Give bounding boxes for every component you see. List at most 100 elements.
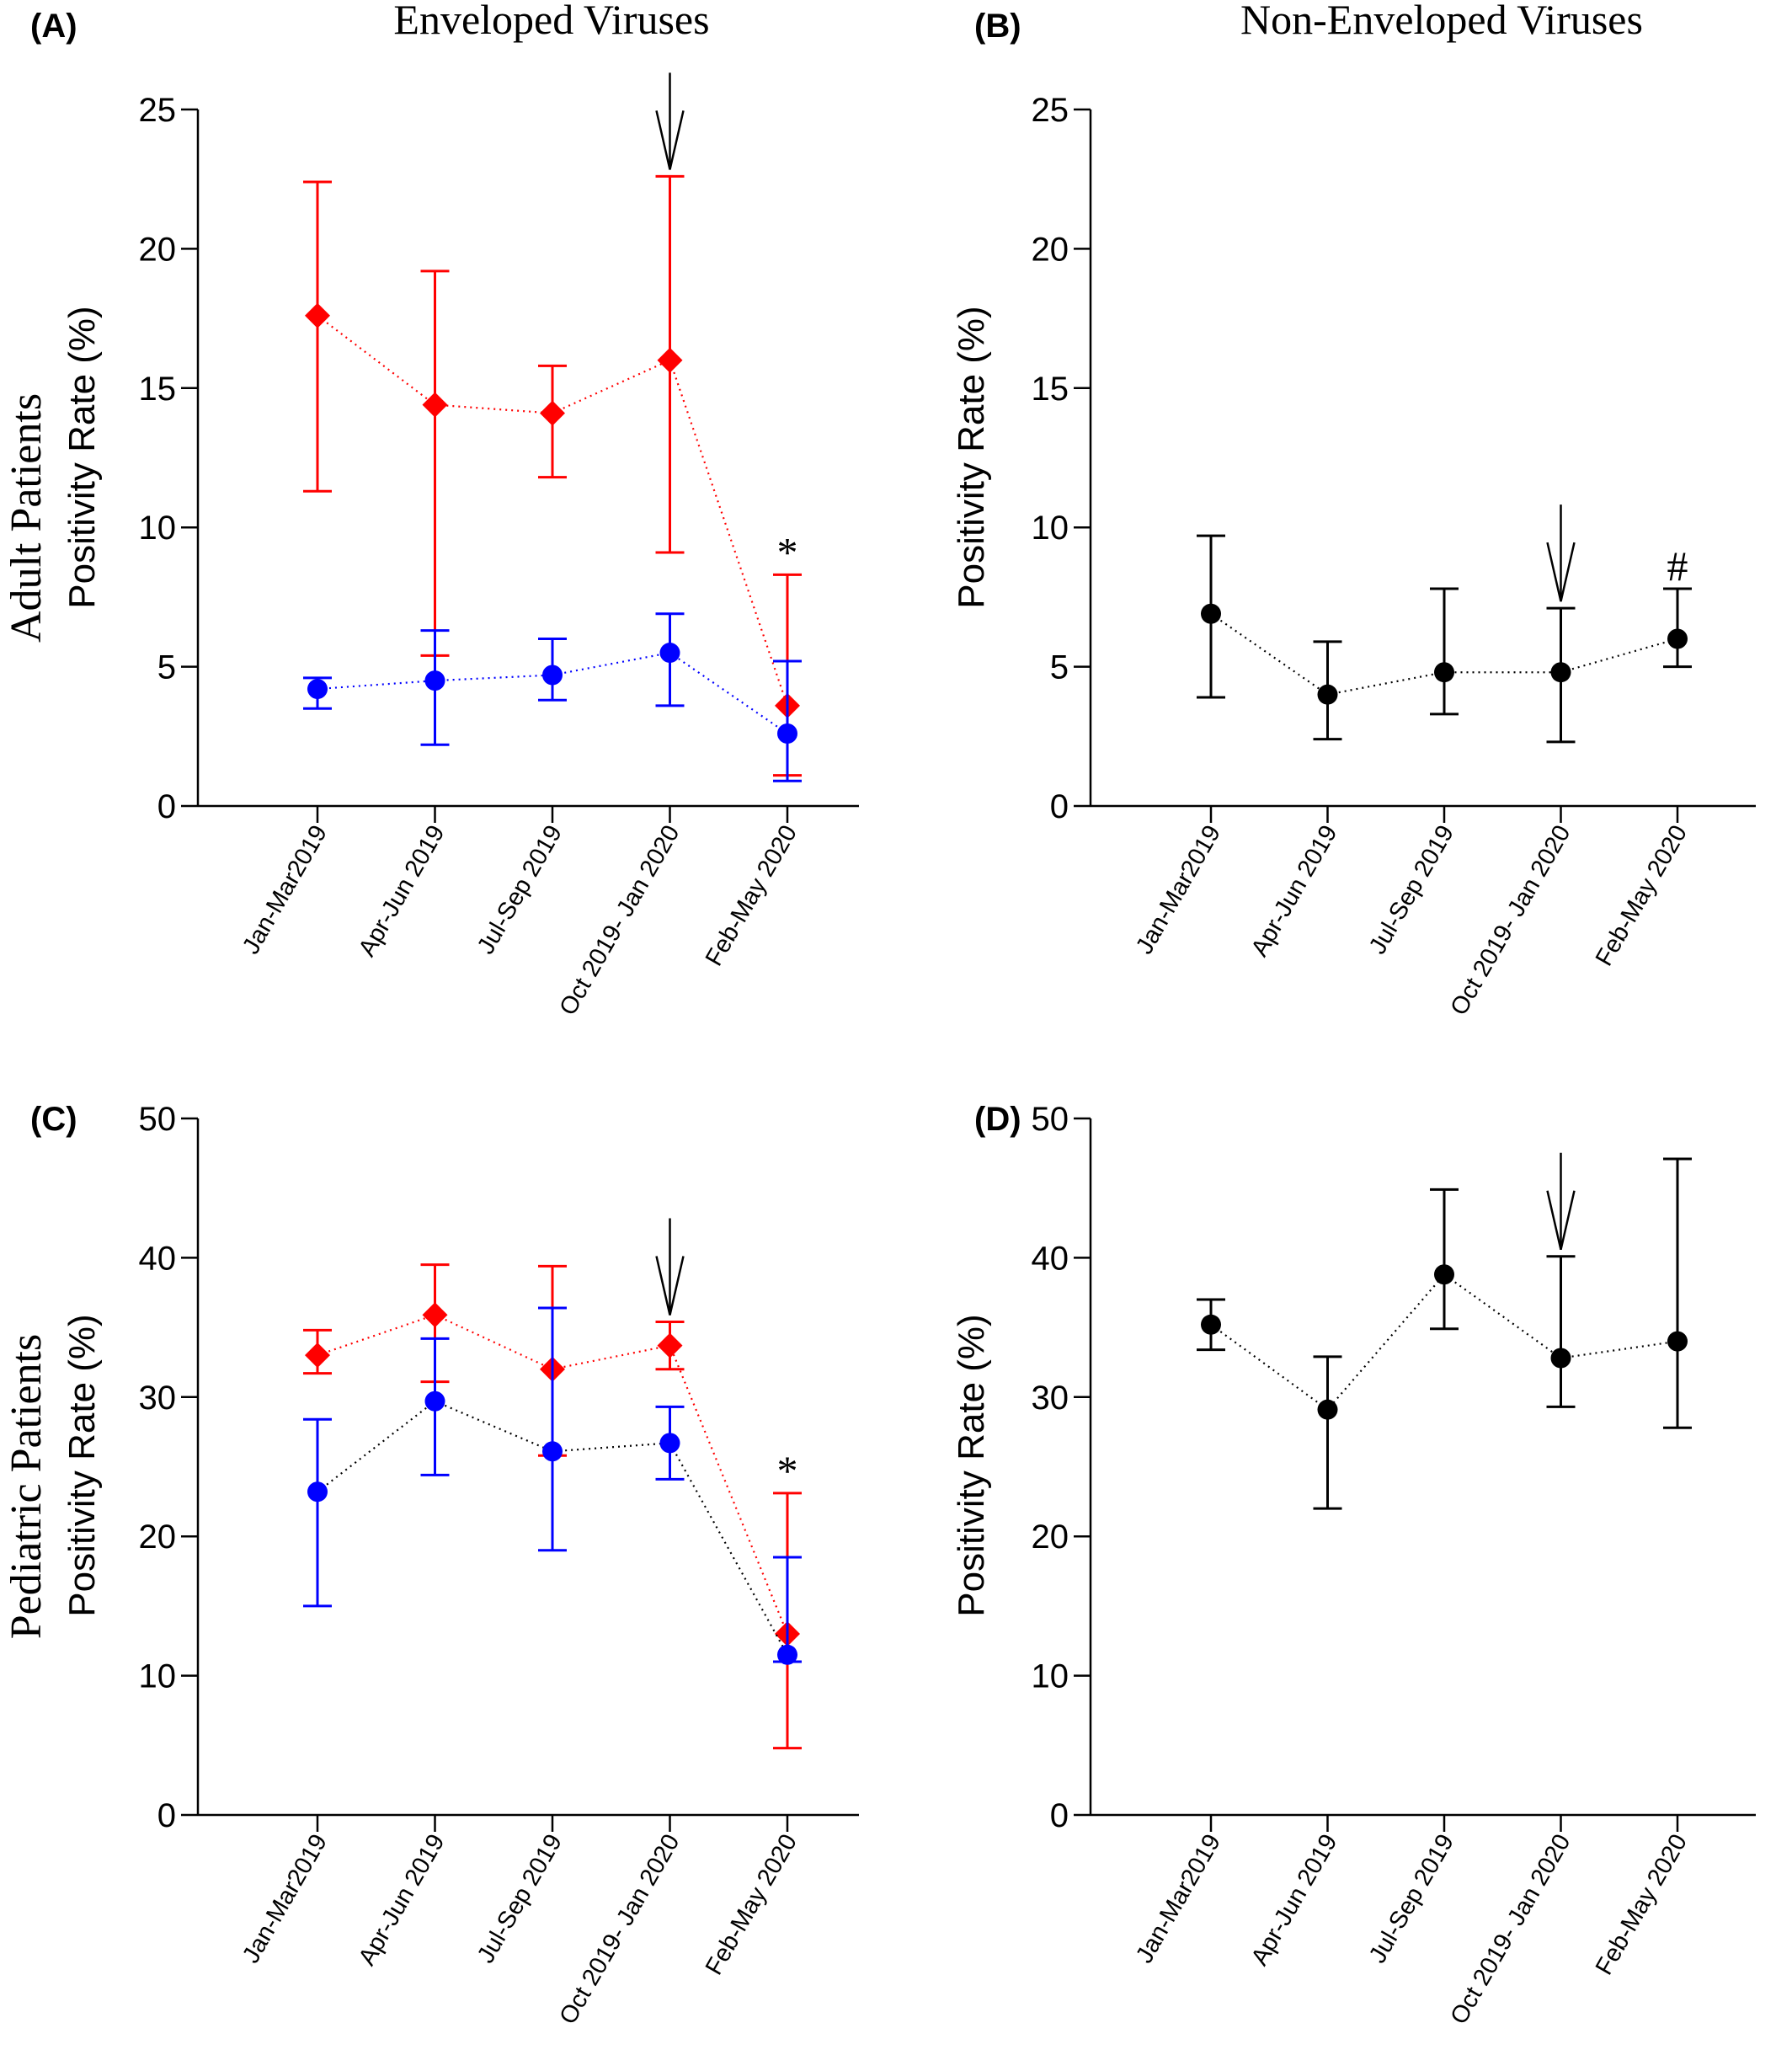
y-tick-label: 0 — [157, 788, 176, 825]
data-point — [659, 643, 680, 664]
data-point — [305, 1342, 330, 1369]
series-0 — [303, 174, 802, 777]
significance-marker: # — [1667, 542, 1688, 590]
y-tick-label: 20 — [1032, 1519, 1069, 1556]
data-point — [305, 302, 330, 328]
data-point — [307, 679, 328, 700]
x-tick-label: Oct 2019- Jan 2020 — [1445, 821, 1576, 1021]
y-tick-label: 0 — [1050, 1797, 1069, 1834]
data-point — [1667, 628, 1688, 649]
series-line — [317, 651, 788, 734]
x-tick-label: Feb-May 2020 — [1591, 1830, 1693, 1980]
data-point — [1550, 662, 1571, 683]
y-tick-label: 50 — [1032, 1101, 1069, 1138]
data-point — [1201, 1314, 1221, 1335]
y-tick-label: 25 — [1032, 92, 1069, 129]
x-tick-label: Oct 2019- Jan 2020 — [554, 1830, 685, 2030]
down-arrow-icon — [655, 1218, 685, 1316]
y-tick-label: 40 — [1032, 1240, 1069, 1277]
y-tick-label: 30 — [1032, 1380, 1069, 1417]
y-tick-label: 10 — [139, 510, 177, 547]
x-tick-label: Apr-Jun 2019 — [1246, 821, 1343, 962]
y-tick-label: 15 — [139, 371, 177, 408]
x-tick-label: Apr-Jun 2019 — [354, 821, 451, 962]
arrow-head — [655, 110, 685, 170]
x-tick-label: Jan-Mar2019 — [237, 1830, 333, 1968]
y-tick-label: 20 — [139, 1519, 177, 1556]
series-1 — [303, 1306, 802, 1665]
x-tick-label: Jan-Mar2019 — [1131, 1830, 1226, 1968]
x-tick-label: Apr-Jun 2019 — [354, 1830, 451, 1971]
panel-label: (B) — [974, 8, 1021, 45]
y-tick-label: 0 — [1050, 788, 1069, 825]
panel-label: (C) — [30, 1101, 77, 1138]
arrow-head — [1546, 1190, 1576, 1251]
y-tick-label: 0 — [157, 1797, 176, 1834]
panel-label: (D) — [974, 1101, 1021, 1138]
x-tick-label: Feb-May 2020 — [1591, 821, 1693, 971]
data-point — [424, 670, 445, 691]
x-tick-label: Jul-Sep 2019 — [472, 821, 568, 959]
panel-a: (A) Positivity Rate (%) 0 5 10 15 20 25 Jan-Mar2… — [30, 8, 859, 1020]
y-tick-label: 5 — [157, 649, 176, 686]
data-point — [1201, 603, 1221, 624]
x-tick-label: Apr-Jun 2019 — [1246, 1830, 1343, 1971]
arrow-head — [1546, 542, 1576, 602]
series-1 — [303, 612, 802, 782]
y-tick-label: 20 — [1032, 231, 1069, 268]
significance-marker: * — [777, 1447, 798, 1494]
data-point — [777, 1644, 797, 1665]
y-tick-label: 10 — [1032, 510, 1069, 547]
data-point — [542, 665, 563, 686]
row-title-pediatric: Pediatric Patients — [3, 1334, 51, 1639]
y-tick-label: 20 — [139, 231, 177, 268]
data-point — [1317, 684, 1338, 705]
series-0 — [1197, 1157, 1692, 1510]
column-title-enveloped: Enveloped Viruses — [393, 0, 709, 43]
y-axis-label: Positivity Rate (%) — [61, 1314, 103, 1616]
x-tick-label: Oct 2019- Jan 2020 — [1445, 1830, 1576, 2030]
data-point — [422, 392, 448, 418]
y-tick-label: 5 — [1050, 649, 1069, 686]
y-tick-label: 40 — [139, 1240, 177, 1277]
y-axis-label: Positivity Rate (%) — [61, 306, 103, 608]
x-tick-label: Jul-Sep 2019 — [1364, 1830, 1459, 1968]
panel-c: (C) Positivity Rate (%) 0 10 20 30 40 50 Jan-Mar… — [30, 1101, 859, 2029]
data-point — [657, 347, 683, 373]
y-axis-label: Positivity Rate (%) — [951, 1314, 992, 1616]
data-point — [1550, 1348, 1571, 1369]
y-tick-label: 10 — [1032, 1658, 1069, 1695]
y-tick-label: 25 — [139, 92, 177, 129]
column-title-non-enveloped: Non-Enveloped Viruses — [1240, 0, 1643, 43]
data-point — [777, 723, 797, 744]
data-point — [307, 1481, 328, 1503]
arrow-head — [655, 1256, 685, 1316]
y-tick-label: 10 — [139, 1658, 177, 1695]
panel-b: (B) Positivity Rate (%) 0 5 10 15 20 25 Jan-Mar2… — [951, 8, 1756, 1020]
data-point — [424, 1390, 445, 1412]
y-tick-label: 15 — [1032, 371, 1069, 408]
panel-label: (A) — [30, 8, 77, 45]
data-point — [542, 1441, 563, 1462]
significance-marker: * — [777, 528, 798, 575]
x-tick-label: Oct 2019- Jan 2020 — [554, 821, 685, 1021]
data-point — [1317, 1399, 1338, 1420]
down-arrow-icon — [1546, 504, 1576, 602]
data-point — [1667, 1331, 1688, 1352]
down-arrow-icon — [1546, 1152, 1576, 1251]
x-tick-label: Jul-Sep 2019 — [1364, 821, 1459, 959]
y-tick-label: 30 — [139, 1380, 177, 1417]
y-tick-label: 50 — [139, 1101, 177, 1138]
series-0 — [1197, 534, 1692, 744]
x-tick-label: Feb-May 2020 — [701, 1830, 803, 1980]
panel-d: (D) Positivity Rate (%) 0 10 20 30 40 50 Jan-Mar… — [951, 1101, 1756, 2029]
data-point — [1434, 662, 1454, 683]
data-point — [659, 1433, 680, 1454]
down-arrow-icon — [655, 72, 685, 170]
row-title-adult: Adult Patients — [3, 393, 51, 643]
data-point — [422, 1302, 448, 1328]
data-point — [1434, 1264, 1454, 1285]
x-tick-label: Jan-Mar2019 — [1131, 821, 1226, 959]
x-tick-label: Jul-Sep 2019 — [472, 1830, 568, 1968]
